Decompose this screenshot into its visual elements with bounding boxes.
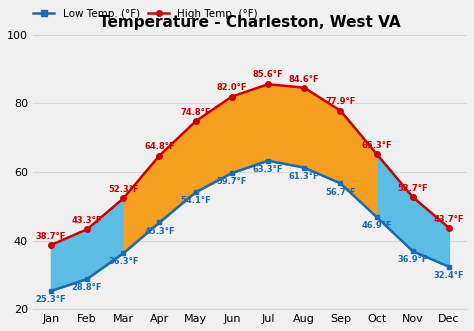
Text: 52.7°F: 52.7°F (398, 184, 428, 193)
High Temp. (°F) (265, 82, 271, 86)
Low Temp. (°F) (301, 166, 307, 169)
Line: Low Temp. (°F): Low Temp. (°F) (48, 158, 451, 294)
High Temp. (°F) (374, 152, 379, 156)
Text: 38.7°F: 38.7°F (36, 232, 66, 241)
Text: 25.3°F: 25.3°F (36, 295, 66, 304)
Text: 56.7°F: 56.7°F (325, 188, 356, 197)
Low Temp. (°F) (229, 171, 235, 175)
Text: 77.9°F: 77.9°F (325, 98, 356, 107)
Text: 54.1°F: 54.1°F (180, 196, 211, 206)
High Temp. (°F) (48, 243, 54, 247)
Low Temp. (°F) (446, 265, 452, 269)
Text: 36.9°F: 36.9°F (398, 256, 428, 264)
High Temp. (°F) (446, 226, 452, 230)
Text: 43.7°F: 43.7°F (434, 215, 464, 224)
Low Temp. (°F) (374, 215, 379, 219)
Text: 84.6°F: 84.6°F (289, 74, 319, 83)
Text: 65.3°F: 65.3°F (361, 141, 392, 150)
High Temp. (°F) (84, 227, 90, 231)
Text: 28.8°F: 28.8°F (72, 283, 102, 292)
Text: 74.8°F: 74.8°F (181, 108, 211, 117)
Text: 52.3°F: 52.3°F (108, 185, 138, 194)
Low Temp. (°F) (337, 181, 343, 185)
Text: 64.8°F: 64.8°F (144, 142, 175, 151)
Text: 46.9°F: 46.9°F (361, 221, 392, 230)
Low Temp. (°F) (84, 277, 90, 281)
Text: 32.4°F: 32.4°F (434, 271, 464, 280)
Text: 85.6°F: 85.6°F (253, 70, 283, 79)
High Temp. (°F) (120, 197, 126, 201)
Title: Temperature - Charleston, West VA: Temperature - Charleston, West VA (99, 15, 401, 29)
High Temp. (°F) (337, 109, 343, 113)
Text: 43.3°F: 43.3°F (72, 216, 102, 225)
Text: 61.3°F: 61.3°F (289, 172, 319, 181)
Low Temp. (°F) (48, 289, 54, 293)
Line: High Temp. (°F): High Temp. (°F) (48, 81, 452, 248)
Legend: Low Temp. (°F), High Temp. (°F): Low Temp. (°F), High Temp. (°F) (29, 4, 262, 23)
High Temp. (°F) (156, 154, 162, 158)
High Temp. (°F) (193, 119, 199, 123)
Low Temp. (°F) (156, 220, 162, 224)
Text: 63.3°F: 63.3°F (253, 165, 283, 174)
Low Temp. (°F) (120, 251, 126, 255)
High Temp. (°F) (229, 95, 235, 99)
Low Temp. (°F) (410, 249, 416, 253)
Low Temp. (°F) (265, 159, 271, 163)
Text: 82.0°F: 82.0°F (217, 83, 247, 92)
Text: 36.3°F: 36.3°F (108, 258, 138, 266)
Low Temp. (°F) (193, 190, 199, 194)
Text: 59.7°F: 59.7°F (217, 177, 247, 186)
High Temp. (°F) (301, 86, 307, 90)
Text: 45.3°F: 45.3°F (144, 227, 175, 236)
High Temp. (°F) (410, 195, 416, 199)
